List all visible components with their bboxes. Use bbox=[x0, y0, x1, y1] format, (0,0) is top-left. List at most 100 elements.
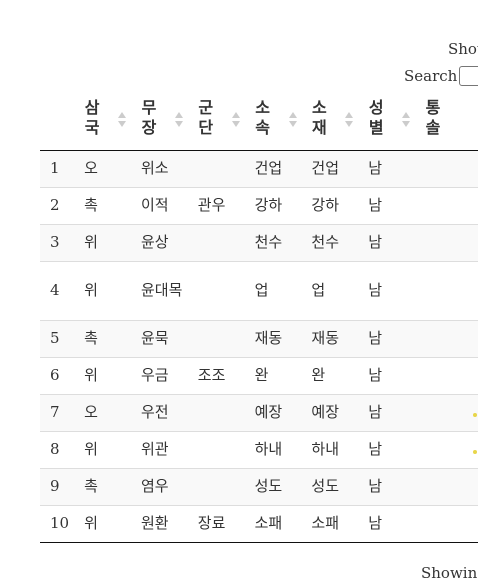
cell-corps bbox=[189, 223, 247, 261]
sort-icon bbox=[402, 112, 411, 128]
cell-location: 예장 bbox=[303, 393, 361, 431]
cell-kingdom: 촉 bbox=[76, 319, 133, 357]
cell-kingdom: 위 bbox=[76, 430, 133, 468]
col-header-label: 성별 bbox=[368, 98, 384, 137]
row-index: 2 bbox=[40, 186, 77, 224]
cell-belong: 천수 bbox=[246, 223, 304, 261]
cell-belong: 건업 bbox=[246, 150, 304, 187]
cell-belong: 하내 bbox=[246, 430, 304, 468]
cell-command bbox=[417, 467, 478, 505]
table-row: 9 촉 염우 성도 성도 남 bbox=[40, 467, 478, 505]
col-header-label: 소속 bbox=[255, 98, 270, 137]
cell-belong: 소패 bbox=[246, 504, 304, 543]
table-row: 2 촉 이적 관우 강하 강하 남 bbox=[40, 186, 478, 224]
cell-general: 위소 bbox=[132, 150, 190, 187]
data-table: 삼국 무장 군단 소속 소재 성별 bbox=[40, 94, 478, 543]
cell-location: 건업 bbox=[303, 150, 361, 187]
cell-command bbox=[417, 260, 478, 320]
cell-corps bbox=[189, 260, 247, 320]
cell-belong: 완 bbox=[246, 356, 304, 394]
cell-gender: 남 bbox=[360, 467, 418, 505]
cell-corps bbox=[189, 467, 247, 505]
cell-general: 윤묵 bbox=[132, 319, 190, 357]
cell-kingdom: 위 bbox=[76, 260, 133, 320]
cell-corps bbox=[189, 430, 247, 468]
cell-general: 염우 bbox=[132, 467, 190, 505]
cell-kingdom: 오 bbox=[76, 393, 133, 431]
cell-gender: 남 bbox=[360, 430, 418, 468]
col-header-command[interactable]: 통솔 bbox=[417, 94, 478, 151]
cell-gender: 남 bbox=[360, 504, 418, 543]
col-header-gender[interactable]: 성별 bbox=[360, 94, 418, 151]
cell-corps: 관우 bbox=[189, 186, 247, 224]
row-index: 3 bbox=[40, 223, 77, 261]
search-label: Search: bbox=[404, 67, 463, 85]
col-header-label: 무장 bbox=[141, 98, 157, 137]
cell-corps: 장료 bbox=[189, 504, 247, 543]
cell-corps bbox=[189, 319, 247, 357]
cell-general: 우금 bbox=[132, 356, 190, 394]
cell-belong: 재동 bbox=[246, 319, 304, 357]
cell-belong: 강하 bbox=[246, 186, 304, 224]
cell-command bbox=[417, 393, 478, 431]
cell-location: 천수 bbox=[303, 223, 361, 261]
col-header-belong[interactable]: 소속 bbox=[246, 94, 304, 151]
cell-general: 위관 bbox=[132, 430, 190, 468]
row-index: 9 bbox=[40, 467, 77, 505]
cell-belong: 성도 bbox=[246, 467, 304, 505]
cell-belong: 예장 bbox=[246, 393, 304, 431]
cell-kingdom: 위 bbox=[76, 504, 133, 543]
cell-location: 하내 bbox=[303, 430, 361, 468]
col-header-label: 통솔 bbox=[425, 98, 441, 137]
sort-icon bbox=[231, 112, 240, 128]
cell-location: 완 bbox=[303, 356, 361, 394]
cell-gender: 남 bbox=[360, 356, 418, 394]
search-input[interactable] bbox=[459, 66, 478, 86]
cell-corps bbox=[189, 150, 247, 187]
cell-location: 강하 bbox=[303, 186, 361, 224]
row-index: 6 bbox=[40, 356, 77, 394]
table-header: 삼국 무장 군단 소속 소재 성별 bbox=[40, 94, 478, 151]
table-row: 4 위 윤대목 업 업 남 bbox=[40, 260, 478, 320]
cell-kingdom: 위 bbox=[76, 223, 133, 261]
cell-command bbox=[417, 430, 478, 468]
row-index: 8 bbox=[40, 430, 77, 468]
col-header-index bbox=[40, 94, 77, 151]
cell-command bbox=[417, 319, 478, 357]
cell-location: 성도 bbox=[303, 467, 361, 505]
col-header-kingdom[interactable]: 삼국 bbox=[76, 94, 133, 151]
table-row: 6 위 우금 조조 완 완 남 bbox=[40, 356, 478, 394]
sort-icon bbox=[174, 112, 183, 128]
table-row: 8 위 위관 하내 하내 남 bbox=[40, 430, 478, 468]
cell-gender: 남 bbox=[360, 319, 418, 357]
sort-icon bbox=[345, 112, 354, 128]
cell-general: 이적 bbox=[132, 186, 190, 224]
status-dot-icon bbox=[473, 450, 478, 454]
cell-general: 원환 bbox=[132, 504, 190, 543]
cell-location: 재동 bbox=[303, 319, 361, 357]
col-header-label: 소재 bbox=[312, 98, 327, 137]
cell-general: 윤대목 bbox=[132, 260, 190, 320]
table-row: 3 위 윤상 천수 천수 남 bbox=[40, 223, 478, 261]
table-row: 5 촉 윤묵 재동 재동 남 bbox=[40, 319, 478, 357]
cell-general: 우전 bbox=[132, 393, 190, 431]
cell-corps: 조조 bbox=[189, 356, 247, 394]
cell-kingdom: 오 bbox=[76, 150, 133, 187]
col-header-corps[interactable]: 군단 bbox=[189, 94, 247, 151]
row-index: 5 bbox=[40, 319, 77, 357]
cell-command bbox=[417, 223, 478, 261]
sort-icon bbox=[288, 112, 297, 128]
cell-gender: 남 bbox=[360, 393, 418, 431]
cell-belong: 업 bbox=[246, 260, 304, 320]
col-header-location[interactable]: 소재 bbox=[303, 94, 361, 151]
row-index: 1 bbox=[40, 150, 77, 187]
col-header-general[interactable]: 무장 bbox=[132, 94, 190, 151]
table-body: 1 오 위소 건업 건업 남 2 촉 이적 관우 강하 강하 남 3 위 윤상 천수 천수 남 4 위 윤대목 업 업 남 5 촉 윤… bbox=[40, 150, 478, 543]
cell-gender: 남 bbox=[360, 223, 418, 261]
table-row: 7 오 우전 예장 예장 남 bbox=[40, 393, 478, 431]
cell-kingdom: 위 bbox=[76, 356, 133, 394]
cell-gender: 남 bbox=[360, 150, 418, 187]
cell-gender: 남 bbox=[360, 260, 418, 320]
sort-icon bbox=[118, 112, 127, 128]
cell-kingdom: 촉 bbox=[76, 467, 133, 505]
